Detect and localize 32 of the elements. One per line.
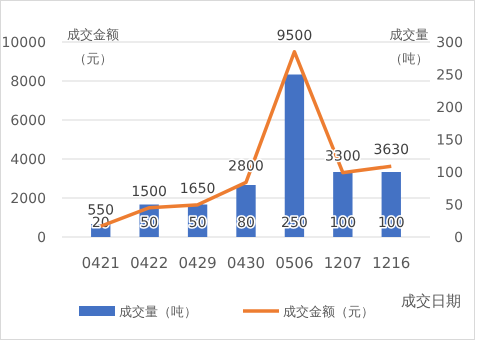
- y2-tick-label: 150: [436, 132, 463, 148]
- y-tick-label: 2000: [10, 191, 46, 207]
- y2-tick-label: 200: [436, 100, 463, 116]
- y-tick-label: 6000: [10, 113, 46, 129]
- y-tick-label: 8000: [10, 74, 46, 90]
- data-label: 1500: [131, 184, 167, 200]
- data-label: 50: [140, 215, 158, 231]
- x-tick-label: 0421: [82, 254, 120, 272]
- x-tick-label: 1216: [372, 254, 410, 272]
- data-label: 3630: [373, 142, 410, 158]
- data-label: 9500: [276, 28, 312, 44]
- data-label: 80: [237, 215, 255, 231]
- x-tick-label: 0429: [178, 254, 217, 272]
- legend-label: 成交金额（元）: [283, 304, 374, 320]
- y-tick-label: 4000: [10, 152, 46, 168]
- y2-tick-label: 100: [436, 165, 463, 181]
- x-tick-label: 0422: [130, 254, 168, 272]
- legend-label: 成交量（吨）: [119, 304, 197, 320]
- y-tick-label: 0: [37, 230, 46, 246]
- y2-tick-label: 0: [454, 230, 463, 246]
- y-axis-title: 成交金额（元）: [67, 27, 119, 67]
- y2-axis-title: 成交量（吨）: [390, 27, 428, 67]
- y2-tick-label: 50: [445, 198, 463, 214]
- x-tick-label: 1207: [324, 254, 362, 272]
- data-label: 50: [188, 215, 206, 231]
- x-axis-title: 成交日期: [401, 292, 461, 310]
- y2-tick-label: 300: [436, 35, 463, 51]
- y-tick-label: 10000: [1, 35, 46, 51]
- x-tick-label: 0430: [226, 254, 266, 272]
- y2-tick-label: 250: [436, 68, 463, 84]
- x-tick-label: 0506: [275, 254, 314, 272]
- data-label: 1650: [180, 180, 216, 197]
